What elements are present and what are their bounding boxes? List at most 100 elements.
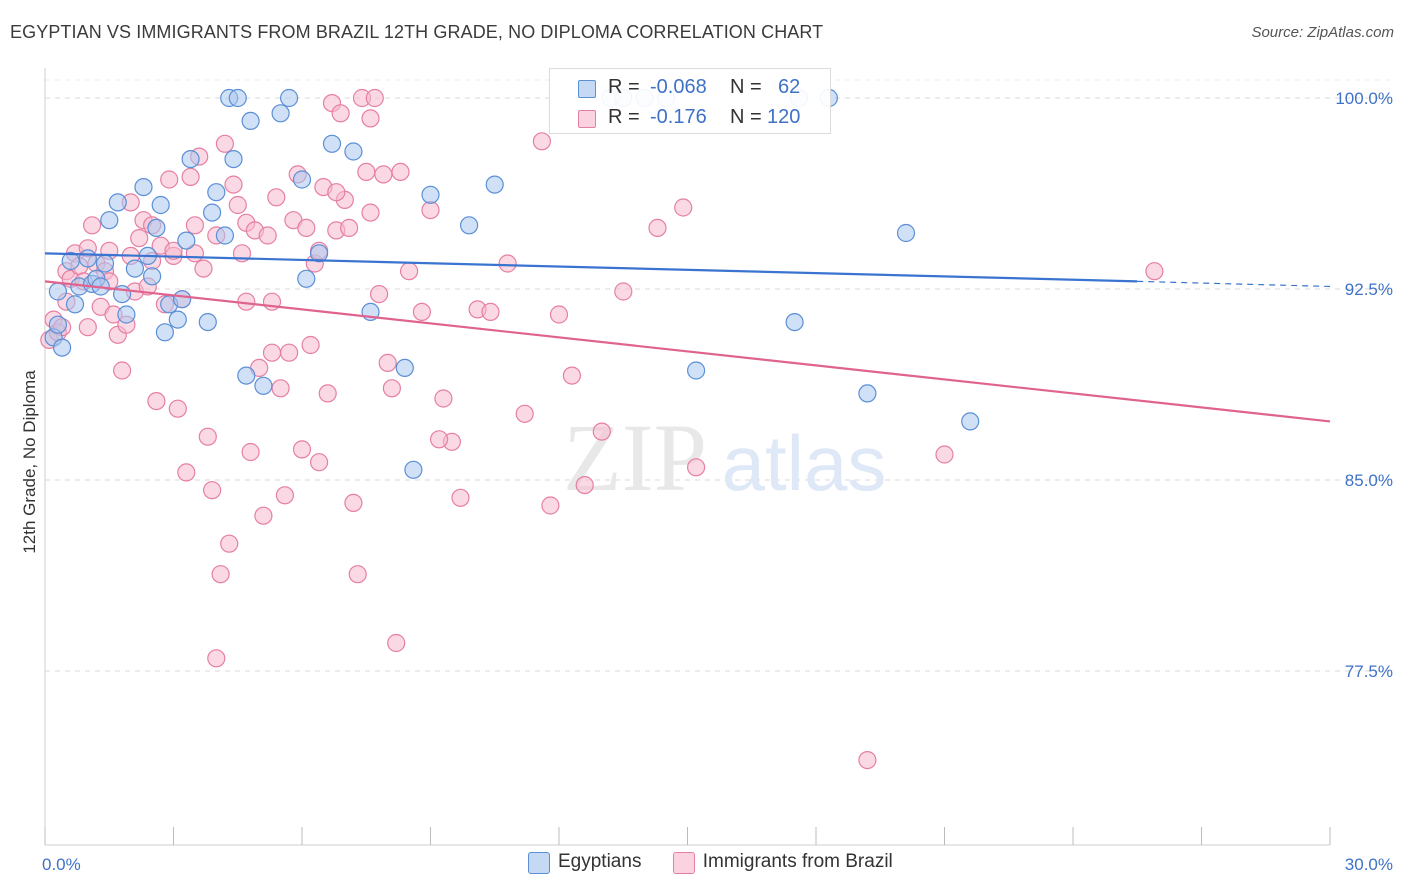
legend-row-brazil: R = -0.176 N = 120 [550,103,830,133]
brazil-point-83 [412,302,431,321]
egyptian-point-30 [207,183,226,202]
brazil-point-30 [168,399,187,418]
legend-item-egyptians[interactable]: Egyptians [528,851,642,874]
brazil-point-33 [181,167,200,186]
egyptian-point-15 [117,305,136,324]
legend-row-egyptians: R = -0.068 N = 62 [550,73,830,103]
brazil-point-41 [215,134,234,153]
egyptian-point-27 [181,150,200,169]
brazil-point-76 [365,88,384,108]
chart-title: EGYPTIAN VS IMMIGRANTS FROM BRAZIL 12TH … [10,22,824,42]
egyptian-point-48 [421,185,440,204]
watermark: ZIP atlas [563,404,886,511]
brazil-point-40 [211,565,230,584]
y-tick-label-0: 100.0% [1335,89,1393,108]
brazil-point-87 [451,488,470,507]
egyptian-point-61 [961,412,980,431]
egyptian-point-37 [254,376,273,395]
source-label: Source: ZipAtlas.com [1251,24,1394,41]
brazil-point-84 [421,201,440,220]
egyptian-point-38 [271,104,290,123]
brazil-point-28 [160,170,179,189]
egyptian-point-55 [686,361,706,380]
brazil-point-60 [297,218,316,237]
egyptian-point-39 [280,88,299,108]
brazil-point-17 [112,361,132,380]
stats-legend: R = -0.068 N = 62 R = -0.176 N = 120 [549,68,831,134]
legend-label-brazil: Immigrants from Brazil [702,851,893,872]
y-tick-label-3: 77.5% [1345,662,1393,681]
brazil-point-103 [935,445,954,464]
legend-n-label: N = [730,106,762,128]
brazil-point-21 [130,229,149,248]
brazil-point-102 [858,750,877,770]
egyptian-point-28 [198,313,217,332]
egyptian-point-22 [155,323,174,342]
legend-r-label: R = [608,76,640,98]
brazil-point-91 [515,404,534,423]
brazil-point-77 [370,285,389,304]
egyptian-point-2 [52,338,72,357]
brazil-points [40,88,1164,770]
brazil-point-95 [562,366,582,385]
egyptian-point-46 [395,358,414,377]
brazil-point-75 [361,203,380,222]
brazil-point-37 [198,427,217,446]
series-legend: Egyptians Immigrants from Brazil [528,851,919,874]
brazil-point-115 [391,162,410,181]
brazil-point-81 [387,633,406,653]
legend-r-value-egyptians: -0.068 [650,76,707,98]
watermark-zip: ZIP [563,404,707,511]
legend-label-egyptians: Egyptians [558,851,642,872]
egyptian-point-29 [203,203,222,222]
y-tick-label-2: 85.0% [1345,471,1393,490]
brazil-point-100 [674,198,693,217]
egyptian-point-13 [108,193,127,212]
brazil-point-25 [147,392,166,411]
brazil-point-10 [82,216,102,235]
egyptian-point-25 [173,290,192,309]
egyptian-point-3 [48,282,68,301]
egyptian-point-60 [896,223,916,243]
brazil-point-82 [400,262,419,281]
brazil-point-54 [271,379,290,398]
legend-swatch-egyptians [528,852,550,874]
egyptian-point-17 [134,178,153,197]
egyptian-point-21 [151,195,170,215]
brazil-point-97 [592,422,611,441]
y-tick-label-1: 92.5% [1345,280,1393,299]
brazil-point-59 [292,440,312,459]
axes [44,68,1331,846]
brazil-point-74 [357,162,376,181]
legend-n-value-brazil: 120 [767,106,801,128]
egyptian-point-40 [292,170,312,189]
brazil-point-65 [318,384,337,403]
brazil-point-79 [378,353,397,372]
egyptian-point-59 [858,384,877,403]
egyptian-points [44,88,980,479]
brazil-point-116 [430,430,449,449]
brazil-point-94 [549,305,569,324]
egyptian-point-44 [344,142,363,161]
legend-item-brazil[interactable]: Immigrants from Brazil [672,851,893,874]
brazil-point-39 [207,649,226,668]
brazil-point-107 [361,109,380,128]
trend-lines [44,252,1331,423]
egyptian-point-42 [310,244,329,263]
brazil-point-90 [498,254,517,273]
brazil-point-50 [254,506,273,525]
egyptian-point-33 [228,88,247,108]
egyptian-point-1 [48,315,68,334]
brazil-point-106 [327,183,346,202]
brazil-point-70 [340,218,359,237]
brazil-point-99 [648,218,667,237]
brazil-point-89 [481,302,500,321]
brazil-point-96 [575,476,594,495]
brazil-point-68 [331,104,350,123]
egyptian-point-36 [241,111,260,131]
egyptian-trend-extension [1137,280,1331,288]
egyptian-point-47 [404,460,423,479]
brazil-point-55 [275,486,294,505]
brazil-point-112 [78,318,97,337]
